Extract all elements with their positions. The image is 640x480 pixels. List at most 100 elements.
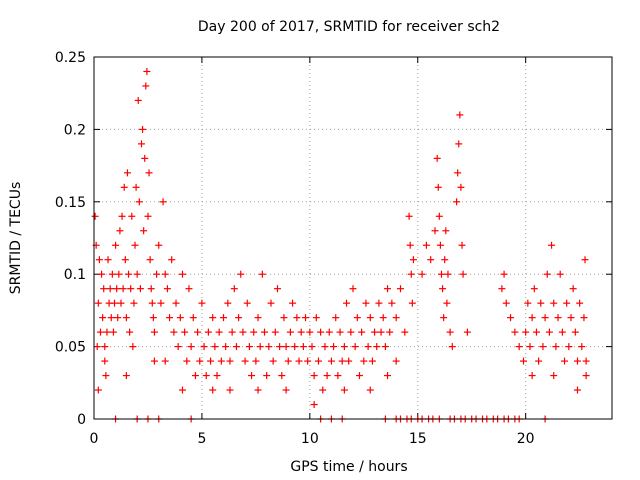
data-point: [498, 285, 506, 293]
data-point: [418, 270, 426, 278]
data-point: [120, 183, 128, 191]
data-point: [433, 154, 441, 162]
data-point: [269, 357, 277, 365]
data-point: [118, 212, 126, 220]
data-point: [368, 357, 376, 365]
data-point: [556, 270, 564, 278]
data-point: [147, 285, 155, 293]
x-tick-label: 15: [409, 431, 427, 447]
data-point: [444, 270, 452, 278]
data-point: [571, 328, 579, 336]
data-point: [366, 314, 374, 322]
data-point: [293, 314, 301, 322]
data-point: [304, 357, 312, 365]
data-point: [123, 169, 131, 177]
data-point: [101, 343, 109, 351]
data-point: [578, 343, 586, 351]
data-point: [232, 343, 240, 351]
data-point: [384, 372, 392, 380]
data-point: [336, 328, 344, 336]
data-point: [351, 343, 359, 351]
data-point: [235, 314, 243, 322]
data-point: [340, 343, 348, 351]
data-point: [115, 270, 123, 278]
data-point: [537, 299, 545, 307]
data-point: [213, 372, 221, 380]
data-point: [258, 270, 266, 278]
data-point: [126, 328, 134, 336]
data-point: [431, 227, 439, 235]
data-point: [358, 328, 366, 336]
data-point: [440, 314, 448, 322]
data-point: [220, 314, 227, 322]
data-point: [392, 357, 400, 365]
data-point: [535, 357, 543, 365]
data-point: [140, 227, 148, 235]
data-point: [408, 299, 416, 307]
data-point: [297, 328, 305, 336]
data-point: [355, 372, 363, 380]
data-point: [130, 299, 138, 307]
data-point: [295, 357, 303, 365]
data-point: [312, 314, 320, 322]
data-point: [239, 328, 247, 336]
data-point: [554, 314, 562, 322]
data-point: [392, 314, 400, 322]
data-point: [109, 328, 117, 336]
data-point: [117, 299, 125, 307]
data-point: [194, 328, 202, 336]
data-point: [576, 299, 584, 307]
data-point: [103, 328, 111, 336]
data-point: [526, 343, 534, 351]
data-point: [207, 357, 215, 365]
data-point: [243, 299, 251, 307]
data-point: [401, 328, 409, 336]
x-tick-label: 20: [517, 431, 535, 447]
data-point: [202, 372, 210, 380]
data-point: [237, 270, 245, 278]
data-point: [396, 285, 404, 293]
y-tick-label: 0.2: [64, 122, 86, 138]
data-point: [500, 270, 508, 278]
data-point: [141, 154, 149, 162]
data-point: [226, 386, 234, 394]
data-point: [94, 386, 102, 394]
data-point: [511, 328, 519, 336]
data-point: [375, 299, 383, 307]
data-point: [113, 285, 121, 293]
data-point: [278, 372, 286, 380]
data-point: [325, 328, 333, 336]
data-point: [522, 328, 530, 336]
data-point: [371, 328, 379, 336]
data-point: [360, 357, 368, 365]
y-tick-label: 0.1: [64, 267, 86, 283]
data-point: [241, 357, 249, 365]
data-point: [539, 343, 547, 351]
data-point: [209, 314, 217, 322]
data-point: [580, 314, 588, 322]
data-point: [254, 386, 262, 394]
data-point: [143, 67, 151, 75]
data-point: [520, 357, 528, 365]
data-point: [373, 343, 381, 351]
data-point: [163, 285, 171, 293]
data-point: [191, 372, 199, 380]
data-point: [362, 299, 370, 307]
data-point: [314, 357, 322, 365]
data-point: [181, 328, 189, 336]
data-point: [364, 343, 372, 351]
data-point: [99, 314, 107, 322]
data-point: [550, 372, 558, 380]
data-point: [101, 357, 109, 365]
data-point: [161, 270, 169, 278]
x-tick-label: 10: [301, 431, 319, 447]
data-point: [439, 285, 447, 293]
data-point: [153, 270, 161, 278]
data-point: [228, 328, 236, 336]
data-point: [284, 357, 292, 365]
data-point: [291, 343, 299, 351]
data-point: [507, 314, 515, 322]
data-point: [327, 357, 335, 365]
data-point: [276, 343, 284, 351]
data-point: [528, 372, 536, 380]
